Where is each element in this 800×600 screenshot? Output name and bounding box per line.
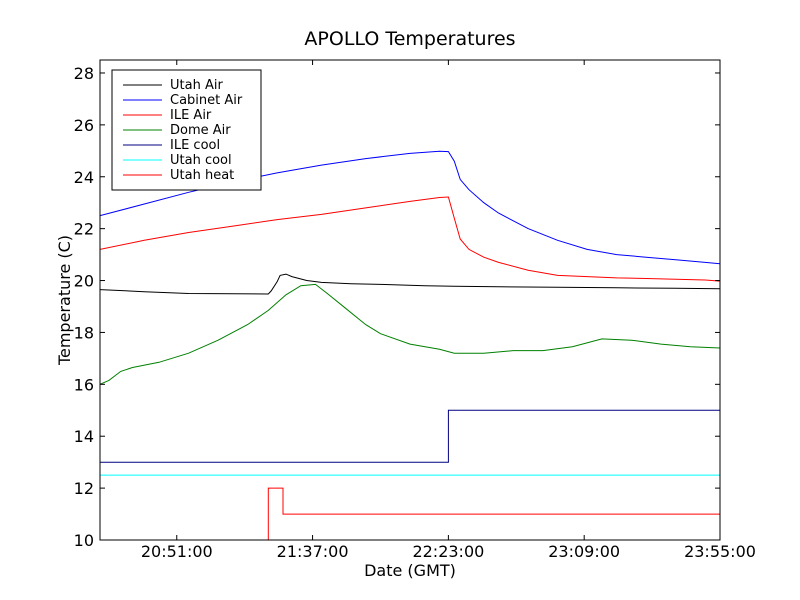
series-line-ile-cool — [100, 409, 720, 463]
legend-label-utah-air: Utah Air — [170, 78, 223, 93]
y-tick-label: 16 — [74, 375, 94, 394]
series-line-cabinet-air — [100, 150, 720, 265]
series-line-ile-air — [100, 196, 720, 282]
x-tick-label: 20:51:00 — [141, 542, 213, 561]
y-tick-label: 28 — [74, 64, 94, 83]
x-tick-label: 23:55:00 — [684, 542, 756, 561]
y-tick-label: 24 — [74, 168, 94, 187]
legend-label-ile-cool: ILE cool — [170, 138, 220, 153]
y-tick-label: 10 — [74, 531, 94, 550]
series-line-dome-air — [100, 283, 720, 385]
chart-title: APOLLO Temperatures — [304, 28, 515, 50]
series-line-utah-heat — [267, 487, 720, 540]
legend-label-cabinet-air: Cabinet Air — [170, 93, 243, 108]
legend-label-dome-air: Dome Air — [170, 123, 231, 138]
legend-label-ile-air: ILE Air — [170, 108, 212, 123]
y-axis-label: Temperature (C) — [55, 235, 74, 366]
plot-frame — [99, 59, 721, 541]
y-tick-label: 26 — [74, 116, 94, 135]
x-tick-label: 21:37:00 — [277, 542, 349, 561]
x-tick-label: 22:23:00 — [412, 542, 484, 561]
series-line-utah-air — [100, 273, 720, 295]
axis-ticks: 10 12 14 16 18 20 22 24 26 28 20:51:00 21:37:00 22:2… — [74, 60, 756, 561]
legend-label-utah-heat: Utah heat — [170, 168, 234, 183]
x-axis-label: Date (GMT) — [364, 561, 456, 580]
legend-label-utah-cool: Utah cool — [170, 153, 232, 168]
y-tick-label: 20 — [74, 272, 94, 291]
x-tick-label: 23:09:00 — [548, 542, 620, 561]
y-tick-label: 14 — [74, 427, 94, 446]
y-tick-label: 12 — [74, 479, 94, 498]
y-tick-label: 22 — [74, 220, 94, 239]
y-tick-label: 18 — [74, 323, 94, 342]
plot-series — [100, 150, 720, 540]
